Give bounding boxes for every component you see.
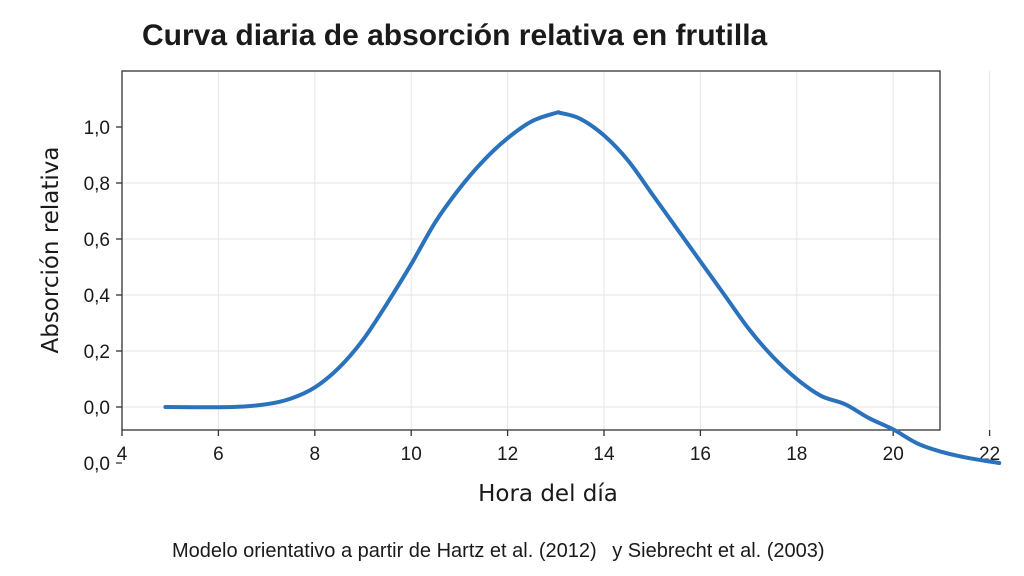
x-tick-label: 12 bbox=[497, 444, 518, 465]
x-tick-label: 8 bbox=[310, 444, 321, 465]
tick-labels: 4 6 8 10 12 14 16 18 20 220,00,20,40,60,81,00,0 bbox=[84, 118, 1001, 475]
ticks bbox=[116, 126, 991, 464]
x-tick-label: 10 bbox=[401, 444, 422, 465]
y-tick-label: 0,6 bbox=[84, 230, 110, 251]
x-axis-label: Hora del día bbox=[478, 481, 618, 507]
y-tick-label: 0,4 bbox=[84, 286, 111, 307]
x-tick-label: 4 bbox=[117, 444, 128, 465]
x-tick-label: 18 bbox=[786, 444, 807, 465]
x-tick-label: 20 bbox=[883, 444, 904, 465]
y-axis-label: Absorción relativa bbox=[38, 146, 64, 353]
caption-source-1: Modelo orientativo a partir de Hartz et … bbox=[172, 540, 597, 562]
y-tick-label: 0,0 bbox=[84, 398, 110, 419]
grid bbox=[122, 71, 991, 430]
y-tick-label: 0,0 bbox=[84, 454, 110, 475]
y-tick-label: 0,2 bbox=[84, 342, 110, 363]
chart-title: Curva diaria de absorción relativa en fr… bbox=[142, 19, 768, 52]
plot-frame bbox=[121, 70, 941, 431]
caption-source-2: y Siebrecht et al. (2003) bbox=[612, 540, 824, 562]
x-tick-label: 14 bbox=[593, 444, 615, 465]
x-tick-label: 16 bbox=[690, 444, 711, 465]
x-tick-label: 6 bbox=[213, 444, 224, 465]
y-tick-label: 0,8 bbox=[84, 174, 110, 195]
series-line bbox=[163, 110, 1002, 465]
y-tick-label: 1,0 bbox=[84, 118, 110, 139]
caption: Modelo orientativo a partir de Hartz et … bbox=[172, 540, 825, 562]
